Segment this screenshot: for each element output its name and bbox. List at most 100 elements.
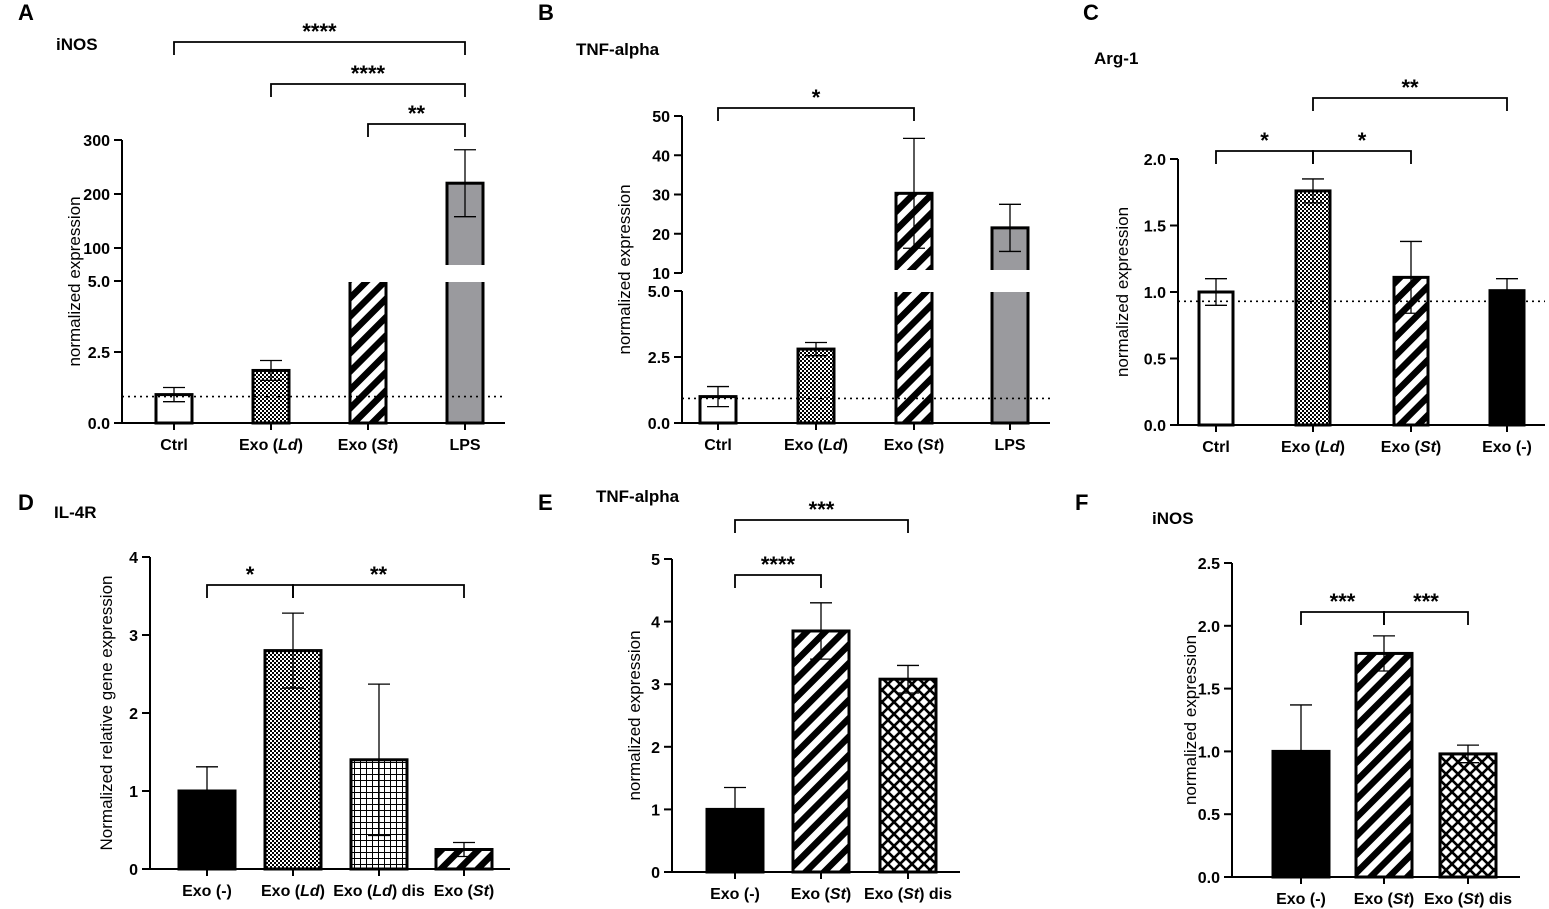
significance-bracket xyxy=(367,123,466,137)
y-tick-label: 0.5 xyxy=(1144,352,1166,369)
x-tick-label: Exo (St) xyxy=(338,437,398,454)
significance-label: *** xyxy=(1413,589,1439,614)
axis-break-gap xyxy=(125,265,508,282)
chart-title: iNOS xyxy=(56,35,98,54)
x-tick-label: Exo (-) xyxy=(1276,891,1326,908)
bar-4 xyxy=(990,226,1030,425)
x-tick-label: Ctrl xyxy=(1202,439,1230,456)
y-tick-label: 300 xyxy=(83,133,110,150)
y-tick-label: 0 xyxy=(129,862,138,879)
significance-label: ** xyxy=(408,101,426,126)
x-tick-label: Exo (St) xyxy=(1354,891,1414,908)
chart-title: TNF-alpha xyxy=(576,40,660,59)
x-tick-label: Ctrl xyxy=(704,437,732,454)
x-tick-label: Exo (Ld) dis xyxy=(333,883,425,900)
x-tick-label: Exo (-) xyxy=(710,886,760,903)
x-tick-label: LPS xyxy=(449,437,480,454)
significance-label: **** xyxy=(761,552,796,577)
significance-bracket xyxy=(734,574,822,588)
bar-3 xyxy=(348,270,388,425)
panel-letter: A xyxy=(18,0,34,25)
y-tick-label: 2.0 xyxy=(1198,619,1220,636)
bar-2 xyxy=(1354,651,1414,879)
y-tick-label: 2.5 xyxy=(1198,556,1220,573)
y-tick-label: 1.5 xyxy=(1198,682,1220,699)
y-tick-label: 1 xyxy=(129,784,138,801)
significance-label: * xyxy=(812,85,821,110)
y-axis-title: normalized expression xyxy=(615,184,634,354)
significance-label: * xyxy=(246,562,255,587)
y-tick-label: 1.5 xyxy=(1144,219,1166,236)
bar-1 xyxy=(1197,290,1235,427)
chart-title: TNF-alpha xyxy=(596,487,680,506)
x-tick-label: Exo (Ld) xyxy=(261,883,325,900)
y-tick-label: 4 xyxy=(651,615,660,632)
panel-c: C Arg-1 normalized expression 0.0 0.5 1.0 1.5 2… xyxy=(1083,0,1545,435)
y-tick-label: 5 xyxy=(651,552,660,569)
chart-title: iNOS xyxy=(1152,509,1194,528)
x-tick-label: Exo (Ld) xyxy=(784,437,848,454)
y-axis-title: normalized expression xyxy=(1181,635,1200,805)
y-tick-label: 0 xyxy=(651,865,660,882)
y-tick-label: 0.0 xyxy=(1144,418,1166,435)
x-tick-label: Exo (St) dis xyxy=(864,886,952,903)
x-tick-label: Exo (St) dis xyxy=(1424,891,1512,908)
bar-2 xyxy=(791,629,851,874)
y-tick-label: 200 xyxy=(83,187,110,204)
panel-e: E TNF-alpha normalized expression 0 1 2 3 4 5 ***… xyxy=(538,487,960,882)
panel-b: B TNF-alpha normalized expression 0.0 2.5 5.0… xyxy=(538,0,1053,433)
significance-bracket xyxy=(717,107,915,121)
x-tick-label: Exo (St) xyxy=(434,883,494,900)
y-axis-title: normalized expression xyxy=(625,630,644,800)
y-tick-label: 4 xyxy=(129,550,138,567)
x-tick-label: Exo (-) xyxy=(1482,439,1532,456)
significance-bracket xyxy=(292,584,465,598)
y-tick-label: 50 xyxy=(652,109,670,126)
panel-letter: C xyxy=(1083,0,1099,25)
y-axis-title: normalized expression xyxy=(65,196,84,366)
axis-break-gap xyxy=(685,270,1053,292)
bar-3 xyxy=(878,677,938,874)
y-tick-label: 100 xyxy=(83,241,110,258)
y-tick-label: 1.0 xyxy=(1144,285,1166,302)
y-axis-title: Normalized relative gene expression xyxy=(97,576,116,851)
x-tick-label: LPS xyxy=(994,437,1025,454)
significance-bracket xyxy=(734,519,909,533)
y-tick-label: 2.5 xyxy=(88,345,110,362)
x-tick-label: Exo (St) xyxy=(791,886,851,903)
y-tick-label: 2.0 xyxy=(1144,152,1166,169)
y-tick-label: 0.0 xyxy=(648,416,670,433)
bar-4 xyxy=(445,181,485,425)
y-tick-label: 0.0 xyxy=(1198,870,1220,887)
significance-bracket xyxy=(1383,611,1469,625)
panel-letter: E xyxy=(538,490,553,515)
y-tick-label: 40 xyxy=(652,148,670,165)
significance-label: **** xyxy=(351,61,386,86)
y-tick-label: 10 xyxy=(652,266,670,283)
y-tick-label: 2.5 xyxy=(648,350,670,367)
y-tick-label: 2 xyxy=(129,706,138,723)
x-tick-label: Exo (St) xyxy=(884,437,944,454)
significance-bracket xyxy=(1312,97,1508,111)
panel-letter: B xyxy=(538,0,554,25)
x-tick-label: Exo (St) xyxy=(1381,439,1441,456)
bar-4 xyxy=(1488,289,1526,427)
y-tick-label: 1.0 xyxy=(1198,744,1220,761)
y-tick-label: 2 xyxy=(651,740,660,757)
significance-label: ** xyxy=(370,562,388,587)
significance-bracket xyxy=(173,41,466,55)
x-tick-label: Exo (-) xyxy=(182,883,232,900)
bar-2 xyxy=(796,347,836,425)
y-tick-label: 5.0 xyxy=(88,274,110,291)
y-tick-label: 5.0 xyxy=(648,284,670,301)
significance-bracket xyxy=(270,83,466,97)
significance-label: *** xyxy=(1330,589,1356,614)
chart-title: Arg-1 xyxy=(1094,49,1138,68)
panel-d: D IL-4R Normalized relative gene expressio… xyxy=(18,490,510,879)
significance-label: * xyxy=(1260,128,1269,153)
y-tick-label: 1 xyxy=(651,802,660,819)
y-tick-label: 0.0 xyxy=(88,416,110,433)
significance-label: * xyxy=(1358,128,1367,153)
